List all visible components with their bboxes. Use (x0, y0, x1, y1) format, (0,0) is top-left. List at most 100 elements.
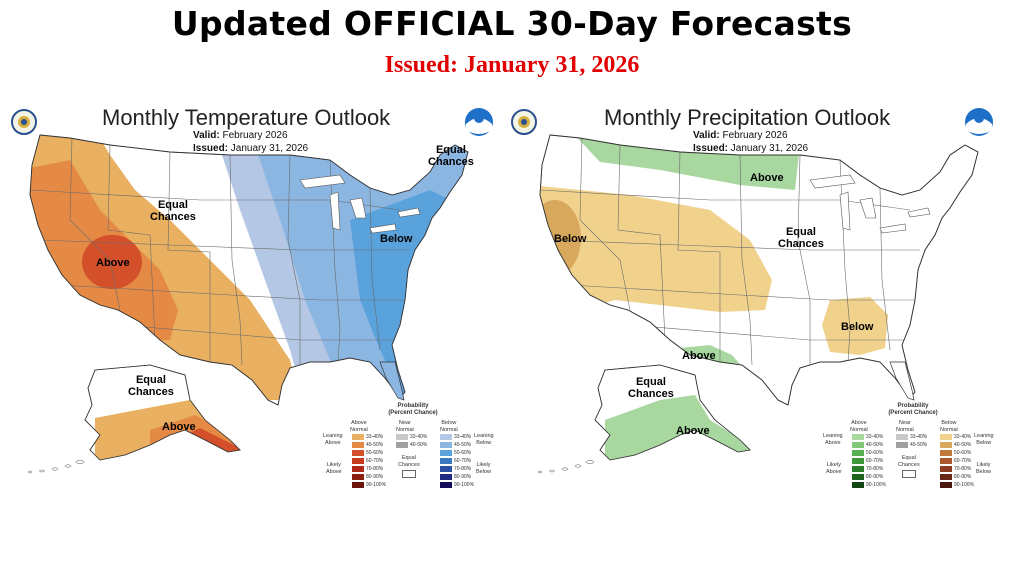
legend-title: Probability (Percent Chance) (888, 403, 938, 416)
legend-left-4-swatch (352, 466, 364, 472)
legend-leaning-above: Leaning Above (823, 433, 843, 446)
issued-value: January 31, 2026 (730, 143, 809, 154)
region-label-equal-chances-northeast: Equal Chances (428, 144, 474, 168)
temperature-map (11, 108, 493, 474)
legend-near-0-label: 33-40% (910, 434, 928, 440)
region-label-below-west: Below (554, 233, 587, 245)
legend-left-2-label: 50-60% (366, 450, 384, 456)
temperature-outlook-title: Monthly Temperature Outlook (102, 105, 391, 130)
legend-equal-chances-swatch (902, 470, 916, 478)
temperature-outlook-panel: Monthly Temperature Outlook Valid: Febru… (0, 100, 510, 492)
region-label-equal-chances-west: Equal Chances (150, 199, 196, 223)
legend-right-0-label: 33-40% (954, 434, 972, 440)
legend-right-2-label: 50-60% (454, 450, 472, 456)
great-lakes (809, 174, 931, 234)
precipitation-issued-line: Issued: January 31, 2026 (693, 143, 808, 154)
legend-col-above: Above Normal (350, 420, 368, 433)
legend-right-4-swatch (940, 466, 952, 472)
region-label-equal-chances-alaska: Equal Chances (628, 376, 674, 400)
legend-right-2-label: 50-60% (954, 450, 972, 456)
page-title: Updated OFFICIAL 30-Day Forecasts (171, 4, 853, 43)
legend-right-3-swatch (940, 458, 952, 464)
legend-right-0-swatch (940, 434, 952, 440)
legend-left-1-swatch (352, 442, 364, 448)
legend-likely-below: Likely Below (976, 462, 991, 475)
legend-left-1-label: 40-50% (366, 442, 384, 448)
legend-leaning-below: Leaning Below (974, 433, 994, 446)
legend-near-0-swatch (396, 434, 408, 440)
legend-right-4-label: 70-80% (454, 466, 472, 472)
legend-right-1-swatch (440, 442, 452, 448)
legend-right-1-label: 40-50% (454, 442, 472, 448)
legend-left-0-swatch (852, 434, 864, 440)
legend-near-0-label: 33-40% (410, 434, 428, 440)
valid-label: Valid: (193, 130, 220, 141)
legend-equal-chances: Equal Chances (898, 455, 920, 468)
legend-right-6-label: 90-100% (954, 482, 975, 488)
noaa-doc-seal-left (511, 109, 537, 135)
region-label-below-east: Below (380, 233, 413, 245)
legend-left-6-label: 90-100% (866, 482, 887, 488)
legend-right-0-label: 33-40% (454, 434, 472, 440)
legend-right-6-swatch (940, 482, 952, 488)
legend-near-0-swatch (896, 434, 908, 440)
precipitation-outlook-panel: Monthly Precipitation Outlook Valid: Feb… (510, 100, 1020, 492)
noaa-logo-right (465, 108, 493, 136)
legend-left-6-swatch (352, 482, 364, 488)
precipitation-valid-line: Valid: February 2026 (693, 130, 788, 141)
legend-left-5-label: 80-90% (366, 474, 384, 480)
legend-right-3-label: 60-70% (954, 458, 972, 464)
legend-equal-chances-swatch (402, 470, 416, 478)
legend-right-2-swatch (940, 450, 952, 456)
valid-value: February 2026 (222, 130, 288, 141)
legend-left-3-swatch (352, 458, 364, 464)
valid-label: Valid: (693, 130, 720, 141)
legend-left-4-label: 70-80% (866, 466, 884, 472)
legend-left-6-label: 90-100% (366, 482, 387, 488)
temperature-issued-line: Issued: January 31, 2026 (193, 143, 308, 154)
legend-right-1-label: 40-50% (954, 442, 972, 448)
precipitation-map (511, 108, 993, 474)
region-label-above-north: Above (750, 172, 784, 184)
legend-near-1-swatch (396, 442, 408, 448)
region-label-above-southwest: Above (96, 257, 130, 269)
noaa-logo-right (965, 108, 993, 136)
legend-left-5-swatch (352, 474, 364, 480)
legend-equal-chances: Equal Chances (398, 455, 420, 468)
legend-right-3-label: 60-70% (454, 458, 472, 464)
legend-title: Probability (Percent Chance) (388, 403, 438, 416)
legend-left-5-swatch (852, 474, 864, 480)
legend-right-5-swatch (940, 474, 952, 480)
aleutian-islands (27, 460, 85, 474)
legend-left-4-label: 70-80% (366, 466, 384, 472)
legend-right-5-label: 80-90% (454, 474, 472, 480)
aleutian-islands (537, 460, 595, 474)
legend-col-near: Near Normal (896, 420, 914, 433)
region-label-below-southeast: Below (841, 321, 874, 333)
legend-right-4-swatch (440, 466, 452, 472)
legend-left-2-label: 50-60% (866, 450, 884, 456)
legend-leaning-below: Leaning Below (474, 433, 494, 446)
legend-right-0-swatch (440, 434, 452, 440)
legend-right-2-swatch (440, 450, 452, 456)
legend-left-2-swatch (352, 450, 364, 456)
issued-value: January 31, 2026 (230, 143, 309, 154)
legend-col-near: Near Normal (396, 420, 414, 433)
region-label-above-alaska: Above (162, 421, 196, 433)
legend-right-6-label: 90-100% (454, 482, 475, 488)
great-lakes (299, 174, 421, 234)
legend-left-0-label: 33-40% (866, 434, 884, 440)
legend-right-3-swatch (440, 458, 452, 464)
legend-leaning-above: Leaning Above (323, 433, 343, 446)
legend-likely-below: Likely Below (476, 462, 491, 475)
legend-col-below: Below Normal (440, 420, 458, 433)
legend-likely-above: Likely Above (326, 462, 342, 475)
issued-date: Issued: January 31, 2026 (384, 52, 640, 78)
legend-right-5-label: 80-90% (954, 474, 972, 480)
legend-left-2-swatch (852, 450, 864, 456)
legend-right-5-swatch (440, 474, 452, 480)
issued-label: Issued: (193, 143, 229, 154)
legend-right-1-swatch (940, 442, 952, 448)
region-label-equal-chances-east: Equal Chances (778, 226, 824, 250)
legend-col-above: Above Normal (850, 420, 868, 433)
